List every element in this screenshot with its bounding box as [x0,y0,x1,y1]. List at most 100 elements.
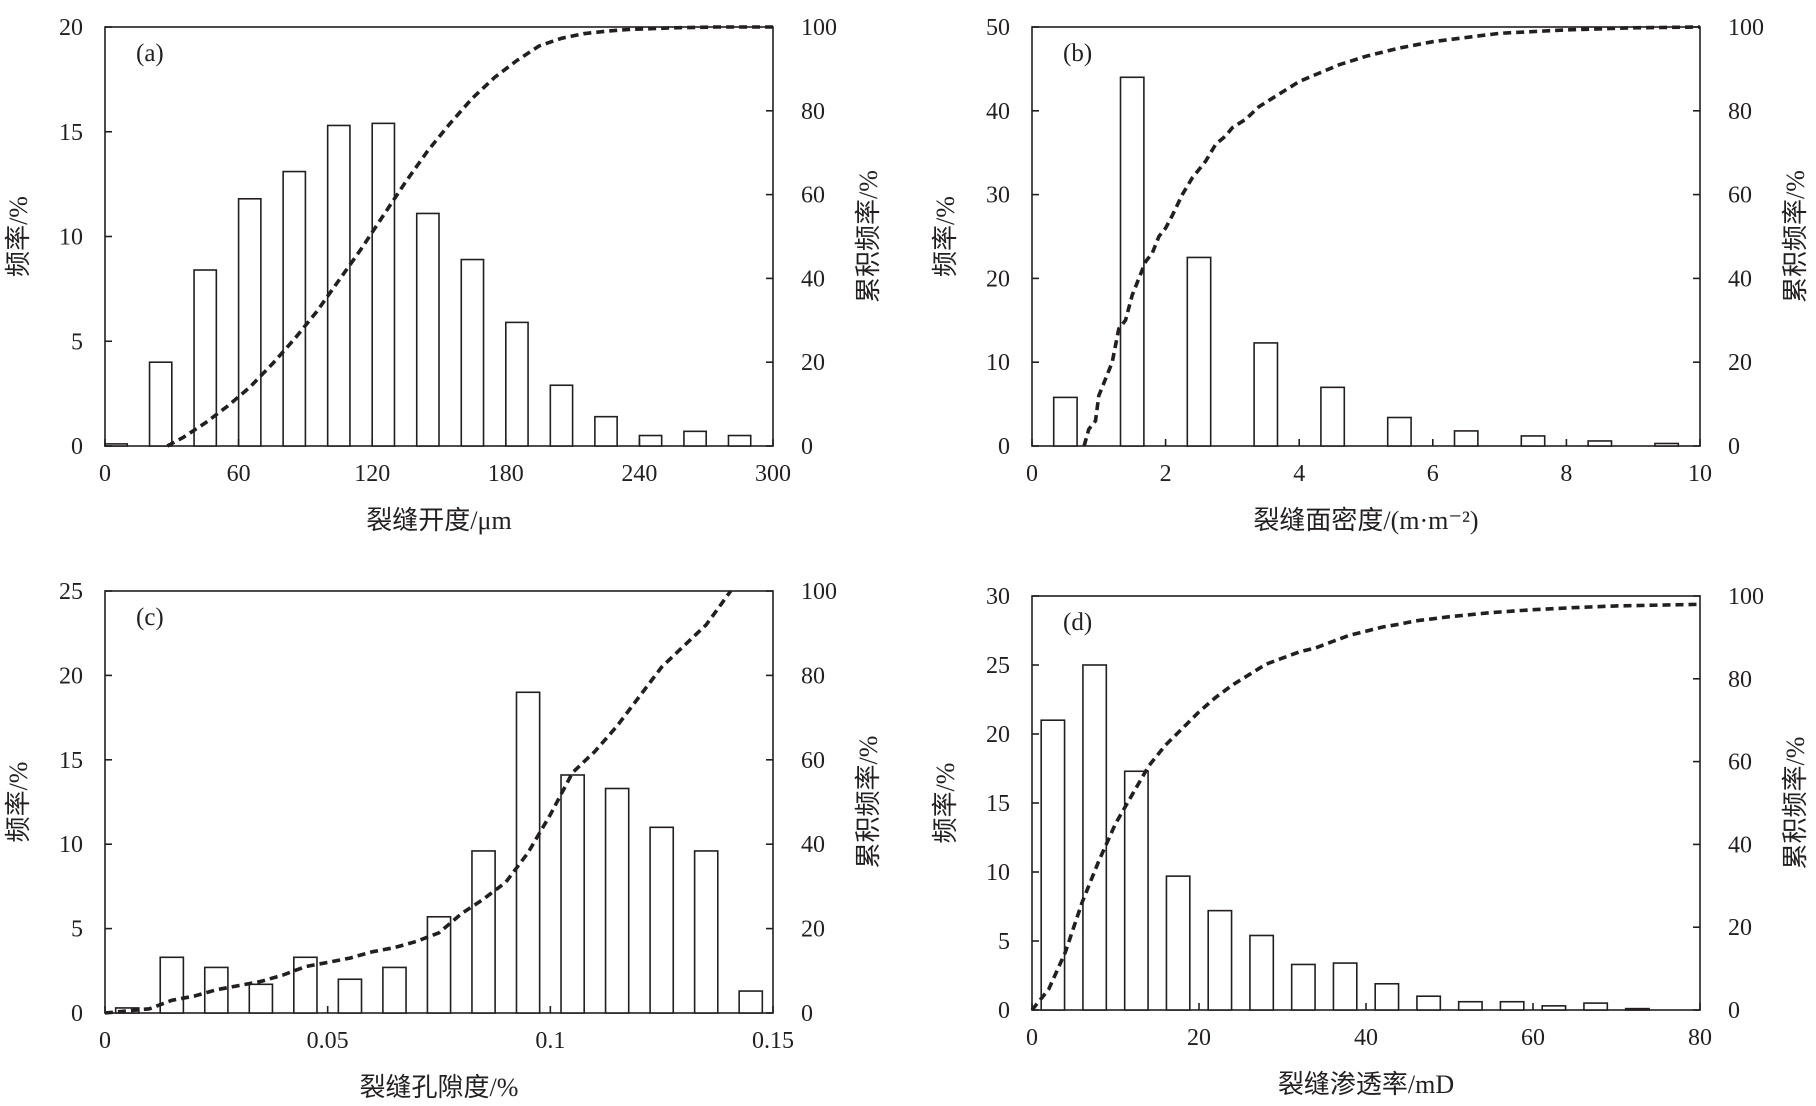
histogram-bar [203,966,229,1014]
y-tick-label: 5 [71,917,83,943]
histogram-bar [148,361,173,447]
histogram-bar [604,787,630,1014]
histogram-bar [1040,719,1066,1011]
histogram-bar [1624,1007,1650,1011]
x-axis-title: 裂缝渗透率/mD [1278,1070,1454,1099]
y2-tick-label: 20 [1728,350,1752,376]
chart-panel-d: 0 20 40 60 80 0 5 10 15 20 25 30 0 20 40 60 80 100 (d) 裂缝渗透… [931,584,1810,1099]
histogram-bar [1583,1002,1609,1011]
histogram-bar [738,990,764,1014]
histogram-bar [1416,995,1442,1011]
y2-tick-label: 20 [801,350,825,376]
panel-label: (c) [136,604,164,631]
x-tick-label: 10 [1688,461,1712,487]
y2-tick-label: 100 [801,579,837,605]
histogram-bar [1052,396,1078,447]
y-tick-label: 10 [986,860,1010,886]
y2-tick-label: 60 [801,183,825,209]
y2-axis-title: 累积频率/% [1781,170,1810,303]
cumulative-frequency-line [1082,25,1701,447]
y-tick-label: 25 [986,653,1010,679]
histogram-bar [693,850,719,1014]
histogram-bar [1453,430,1479,447]
histogram-bar [293,956,318,1014]
histogram-bar [1249,934,1275,1011]
histogram-bar [471,850,496,1014]
x-axis-title: 裂缝开度/μm [366,506,511,535]
histogram-bar [337,978,363,1014]
y-tick-label: 30 [986,183,1010,209]
histogram-bar [248,983,274,1014]
histogram-bar [1332,962,1358,1011]
x-tick-label: 0.05 [307,1028,349,1054]
y-tick-label: 20 [986,266,1010,292]
y2-tick-label: 0 [1728,434,1740,460]
histogram-bar [1123,770,1149,1011]
histogram-bar [638,434,663,447]
histogram-bar [1207,909,1233,1011]
x-tick-label: 0 [1026,461,1038,487]
histogram-bar [1499,1000,1525,1011]
y-tick-label: 15 [986,791,1010,817]
histogram-bar [1186,256,1212,447]
histogram-bar [649,826,675,1014]
y-tick-label: 5 [998,929,1010,955]
y2-tick-label: 0 [801,1001,813,1027]
y-tick-label: 20 [59,15,83,41]
histogram-bar [1457,1000,1483,1011]
histogram-bar [371,122,396,447]
histogram-bar [1119,76,1145,447]
y-axis-title: 频率/% [931,196,960,277]
y2-tick-label: 20 [1728,915,1752,941]
x-axis-title: 裂缝面密度/(m·m⁻²) [1253,506,1478,535]
histogram-bar [282,170,307,447]
x-tick-label: 4 [1293,461,1305,487]
y2-axis-title: 累积频率/% [854,170,883,303]
histogram-bar [1320,386,1346,447]
x-tick-label: 60 [227,461,251,487]
y-tick-label: 0 [998,434,1010,460]
x-tick-label: 8 [1560,461,1572,487]
x-tick-label: 2 [1160,461,1172,487]
plot-frame [1031,26,1701,447]
x-tick-label: 0.15 [752,1028,794,1054]
y-axis-title: 频率/% [4,196,33,277]
histogram-bar [159,956,185,1014]
histogram-bar [549,384,574,447]
x-tick-label: 300 [755,461,791,487]
x-tick-label: 180 [488,461,524,487]
histogram-bar [426,915,452,1014]
y2-tick-label: 80 [1728,667,1752,693]
histogram-bar [1541,1005,1567,1011]
histogram-bar [382,966,407,1014]
x-tick-label: 0.1 [535,1028,565,1054]
y-tick-label: 30 [986,584,1010,610]
chart-panel-a: 0 60 120 180 240 300 0 5 10 15 20 0 20 40 60 80 100 (a) 裂缝… [4,15,883,535]
histogram-bar [1290,963,1316,1011]
panel-label: (b) [1063,40,1092,67]
x-tick-label: 60 [1521,1025,1545,1051]
y2-tick-label: 60 [801,748,825,774]
histogram-bar [237,197,262,447]
y-tick-label: 25 [59,579,83,605]
y-tick-label: 10 [59,225,83,251]
y2-tick-label: 40 [801,266,825,292]
histogram-bar [504,321,529,447]
histogram-bar [1165,875,1191,1011]
cumulative-frequency-line [104,589,733,1015]
x-tick-label: 80 [1688,1025,1712,1051]
histogram-bar [1520,435,1546,447]
y2-tick-label: 100 [1728,15,1764,41]
y-tick-label: 10 [59,832,83,858]
y2-axis-title: 累积频率/% [1781,737,1810,870]
y-axis-title: 频率/% [931,763,960,844]
x-tick-label: 0 [99,461,111,487]
histogram-bar [560,774,585,1014]
histogram-bar [415,212,440,447]
y2-tick-label: 80 [801,663,825,689]
histogram-bar [594,415,618,447]
histogram-bar [1253,342,1279,447]
histogram-bar [460,258,485,447]
y2-tick-label: 0 [1728,998,1740,1024]
x-tick-label: 6 [1427,461,1439,487]
